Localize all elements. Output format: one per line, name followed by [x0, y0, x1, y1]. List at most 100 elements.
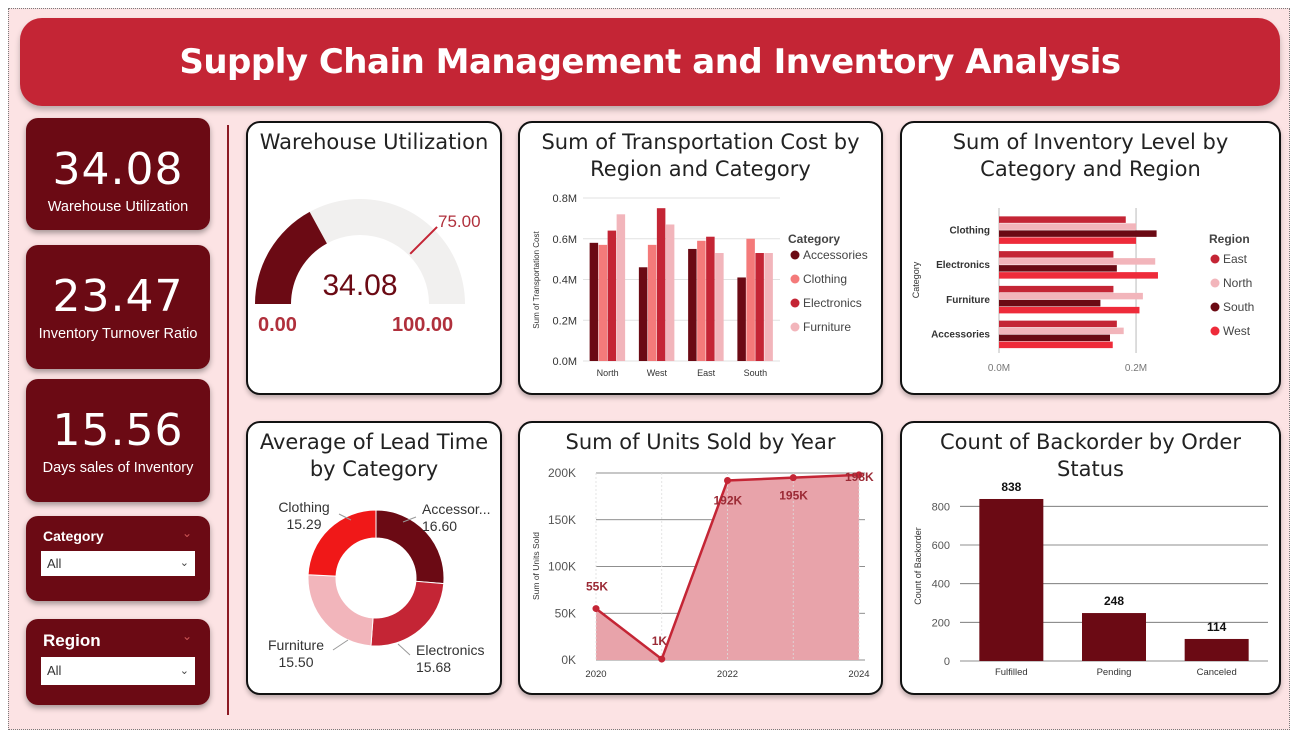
dropdown-arrow-icon[interactable]: ⌄ — [179, 557, 189, 569]
chart-title: Count of Backorder by Order Status — [940, 430, 1241, 481]
leader-line — [397, 643, 411, 656]
kpi-label: Inventory Turnover Ratio — [38, 326, 198, 342]
y-tick-label: Accessories — [931, 330, 990, 341]
legend-label: North — [1223, 276, 1252, 290]
y-tick-label: 100K — [548, 560, 576, 574]
bar — [638, 267, 648, 361]
x-tick-label: West — [647, 368, 668, 378]
y-tick-label: 400 — [932, 579, 950, 591]
slicer-title: Region — [43, 631, 101, 650]
x-tick-label: Pending — [1097, 667, 1132, 678]
bar — [999, 251, 1114, 258]
donut-slice — [370, 580, 445, 647]
bar — [999, 327, 1124, 335]
kpi-card-warehouse-utilization: 34.08 Warehouse Utilization — [26, 118, 210, 230]
x-tick-label: South — [744, 368, 768, 378]
x-tick-label: Fulfilled — [995, 667, 1028, 678]
donut-slice — [307, 509, 377, 577]
dropdown-arrow-icon[interactable]: ⌄ — [179, 665, 189, 677]
bar — [999, 272, 1158, 279]
chart-title: Sum of Units Sold by Year — [565, 430, 836, 454]
chevron-down-icon[interactable]: ⌄ — [181, 526, 192, 540]
region-slicer[interactable]: Region ⌄ All ⌄ — [26, 619, 210, 705]
backorder-chart: 0 200 400 600 800 Count of Backorder 838 Fulfil… — [913, 480, 1268, 678]
category-slicer[interactable]: Category ⌄ All ⌄ — [26, 516, 210, 601]
transportation-cost-card[interactable]: Sum of Transportation Cost by Region and… — [518, 121, 883, 395]
legend-marker — [1210, 302, 1220, 312]
bar — [697, 240, 706, 361]
vertical-divider — [227, 125, 229, 715]
y-tick-label: 0 — [944, 656, 950, 668]
y-axis-title: Count of Backorder — [913, 527, 923, 605]
bar — [764, 253, 773, 361]
bar — [999, 299, 1101, 307]
bar — [616, 214, 626, 361]
bar — [999, 285, 1114, 293]
slice-name-label: Accessor... — [422, 501, 490, 517]
legend-title: Region — [1209, 232, 1250, 246]
inventory-level-chart: 0.0M 0.2M Category Clothing Electronics Furni… — [911, 208, 1254, 374]
data-label: 838 — [1001, 480, 1021, 494]
legend-label: Accessories — [803, 248, 868, 262]
bar — [999, 341, 1113, 349]
bar — [1184, 638, 1249, 661]
bar — [999, 223, 1137, 230]
bar — [999, 265, 1117, 272]
y-axis-title: Sum of Transportation Cost — [532, 231, 541, 329]
gauge-target-line — [409, 226, 438, 255]
bar — [715, 253, 724, 361]
header-banner: Supply Chain Management and Inventory An… — [20, 18, 1280, 106]
data-label: 1K — [652, 634, 668, 648]
legend-title: Category — [788, 232, 840, 246]
y-tick-label: Clothing — [949, 225, 990, 236]
transportation-cost-chart: 0.0M 0.2M 0.4M 0.6M 0.8M Sum of Transportatio… — [532, 193, 868, 378]
y-tick-label: 0.0M — [553, 356, 577, 368]
donut-slice — [307, 574, 374, 647]
y-axis-title: Category — [911, 261, 921, 298]
x-tick-label: 0.2M — [1125, 363, 1147, 374]
y-tick-label: Furniture — [946, 295, 990, 306]
bar — [999, 334, 1110, 342]
x-tick-label: 2022 — [717, 669, 738, 680]
slice-value-label: 15.50 — [278, 654, 313, 670]
inventory-level-card[interactable]: Sum of Inventory Level by Category and R… — [900, 121, 1281, 395]
bar — [598, 244, 608, 361]
legend-label: South — [1223, 300, 1254, 314]
legend-marker — [1210, 326, 1220, 336]
x-tick-label: Canceled — [1197, 667, 1237, 678]
backorder-card[interactable]: Count of Backorder by Order Status 0 200 4… — [900, 421, 1281, 695]
y-axis-title: Sum of Units Sold — [531, 532, 541, 600]
dropdown-value: All — [47, 663, 62, 678]
legend-marker — [790, 274, 800, 284]
category-dropdown[interactable]: All ⌄ — [41, 551, 195, 576]
bar — [999, 306, 1140, 314]
bar — [665, 224, 675, 361]
x-tick-label: 2024 — [848, 669, 869, 680]
bar — [999, 258, 1156, 265]
legend-marker — [1210, 254, 1220, 264]
units-sold-card[interactable]: Sum of Units Sold by Year 0K 50K 100K 150K 2… — [518, 421, 883, 695]
chevron-down-icon[interactable]: ⌄ — [181, 629, 192, 643]
region-dropdown[interactable]: All ⌄ — [41, 657, 195, 685]
data-label: 192K — [714, 493, 743, 507]
kpi-value: 23.47 — [52, 271, 184, 322]
bar — [737, 277, 746, 361]
kpi-card-inventory-turnover: 23.47 Inventory Turnover Ratio — [26, 245, 210, 369]
bar — [746, 238, 755, 361]
lead-time-card[interactable]: Average of Lead Time by Category Accesso… — [246, 421, 502, 695]
y-tick-label: Electronics — [936, 260, 990, 271]
bar — [755, 253, 764, 361]
x-tick-label: North — [597, 368, 619, 378]
legend-label: Furniture — [803, 320, 851, 334]
bar — [999, 216, 1126, 223]
units-sold-chart: 0K 50K 100K 150K 200K Sum of Units Sold 55K 1K 1… — [531, 466, 874, 680]
bar — [999, 237, 1137, 244]
slice-name-label: Clothing — [278, 499, 329, 515]
bar — [589, 242, 599, 361]
data-point — [658, 655, 666, 663]
warehouse-utilization-card[interactable]: Warehouse Utilization 75.00 34.08 0.00 100.… — [246, 121, 502, 395]
bar — [999, 292, 1143, 300]
slice-name-label: Furniture — [268, 637, 324, 653]
legend-marker — [1210, 278, 1220, 288]
data-point — [855, 471, 863, 479]
